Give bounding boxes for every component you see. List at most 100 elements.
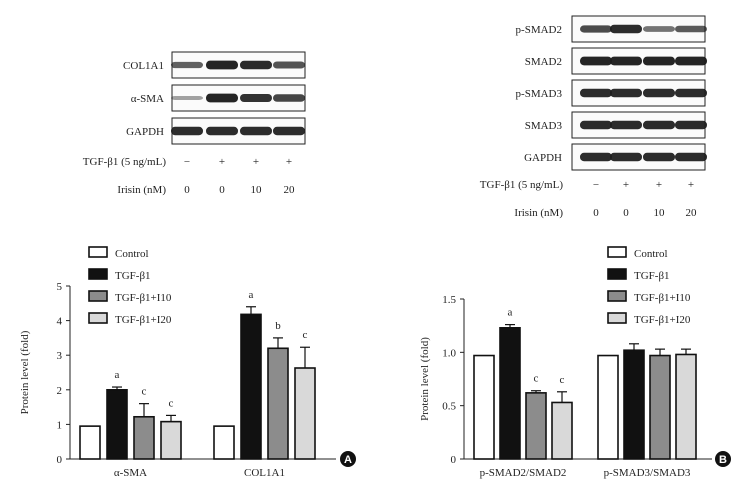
y-tick-label: 1.5 (442, 294, 456, 306)
blot-band (240, 126, 272, 136)
treatment-label: Irisin (nM) (514, 207, 563, 219)
y-axis-label: Protein level (fold) (419, 337, 431, 421)
significance-letter: a (115, 369, 120, 381)
legend-swatch (88, 246, 108, 258)
x-tick-label: α-SMA (114, 467, 147, 479)
treatment-value: − (184, 156, 190, 168)
legend-swatch (607, 312, 627, 324)
bar (623, 349, 645, 460)
bar (213, 425, 235, 460)
y-tick-label: 5 (57, 281, 63, 293)
blot-row-label: p-SMAD2 (516, 24, 562, 36)
bar (133, 415, 155, 460)
bar (294, 367, 316, 460)
legend-label: TGF-β1+I20 (634, 314, 691, 326)
significance-letter: c (142, 386, 147, 398)
legend-label: Control (115, 248, 149, 260)
blot-band (675, 25, 707, 33)
legend-label: TGF-β1+I20 (115, 314, 172, 326)
legend-swatch (88, 290, 108, 302)
x-tick-label: p-SMAD3/SMAD3 (604, 467, 691, 479)
y-tick-label: 0.5 (442, 401, 456, 413)
bar (649, 354, 671, 460)
blot-band (240, 60, 272, 70)
y-tick-label: 0 (57, 454, 63, 466)
y-tick-label: 0 (451, 454, 457, 466)
panel-badge-label: A (344, 454, 352, 466)
bar (106, 388, 128, 460)
panel-badge-label: B (719, 454, 727, 466)
significance-letter: c (169, 397, 174, 409)
legend-swatch (607, 290, 627, 302)
significance-letter: a (508, 307, 513, 319)
blot-row-label: SMAD2 (525, 56, 562, 68)
treatment-value: + (286, 156, 292, 168)
bar (79, 425, 101, 460)
panel-badge (340, 451, 356, 467)
bar (525, 392, 547, 460)
panel-badge (715, 451, 731, 467)
treatment-value: + (688, 179, 694, 191)
blot-band (610, 120, 642, 130)
treatment-value: 20 (284, 184, 296, 196)
significance-letter: c (534, 373, 539, 385)
legend-label: TGF-β1+I10 (115, 292, 172, 304)
blot-band (610, 56, 642, 66)
bar (267, 347, 289, 460)
blot-row-label: COL1A1 (123, 60, 164, 72)
treatment-label: TGF-β1 (5 ng/mL) (480, 179, 564, 191)
blot-band (206, 60, 238, 70)
blot-band (580, 88, 612, 98)
y-tick-label: 1 (57, 419, 63, 431)
blot-band (171, 126, 203, 136)
treatment-value: + (219, 156, 225, 168)
treatment-value: 0 (184, 184, 190, 196)
blot-band (273, 61, 305, 69)
blot-band (643, 152, 675, 162)
blot-band (610, 152, 642, 162)
panel-b: p-SMAD2 SMAD2 p-SMAD3 SMAD3 GAPDH TGF-β1 (5 n… (419, 15, 731, 479)
legend-swatch (607, 246, 627, 258)
significance-letter: b (275, 320, 281, 332)
treatment-value: 0 (593, 207, 599, 219)
x-tick-label: COL1A1 (244, 467, 285, 479)
blot-band (273, 94, 305, 102)
bar (160, 420, 182, 460)
blot-band (675, 88, 707, 98)
y-tick-label: 2 (57, 385, 63, 397)
legend-label: Control (634, 248, 668, 260)
blot-band (643, 56, 675, 66)
blot-band (206, 93, 238, 103)
treatment-value: − (593, 179, 599, 191)
y-axis-label: Protein level (fold) (19, 330, 31, 414)
treatment-value: 0 (623, 207, 629, 219)
blot-band (675, 56, 707, 66)
treatment-value: 10 (654, 207, 666, 219)
treatment-value: + (253, 156, 259, 168)
y-tick-label: 3 (57, 350, 63, 362)
treatment-value: 10 (251, 184, 263, 196)
blot-row-label: p-SMAD3 (516, 88, 563, 100)
blot-band (206, 126, 238, 136)
treatment-value: 20 (686, 207, 698, 219)
blot-row-label: GAPDH (126, 126, 164, 138)
blot-band (273, 126, 305, 136)
significance-letter: c (303, 329, 308, 341)
blot-band (171, 61, 203, 69)
blot-row-label: α-SMA (131, 93, 164, 105)
blot-band (580, 120, 612, 130)
bar (675, 353, 697, 460)
blot-band (240, 93, 272, 103)
treatment-value: + (623, 179, 629, 191)
legend-label: TGF-β1 (115, 270, 151, 282)
blot-band (610, 24, 642, 34)
blot-band (171, 96, 203, 100)
treatment-label: TGF-β1 (5 ng/mL) (83, 156, 167, 168)
blot-band (675, 120, 707, 130)
panel-a: COL1A1 α-SMA GAPDH TGF-β1 (5 ng/mL) − + + + Iris… (19, 51, 356, 479)
blot-row-label: SMAD3 (525, 120, 563, 132)
significance-letter: c (560, 374, 565, 386)
blot-band (580, 56, 612, 66)
blot-row-label: GAPDH (524, 152, 562, 164)
treatment-label: Irisin (nM) (117, 184, 166, 196)
